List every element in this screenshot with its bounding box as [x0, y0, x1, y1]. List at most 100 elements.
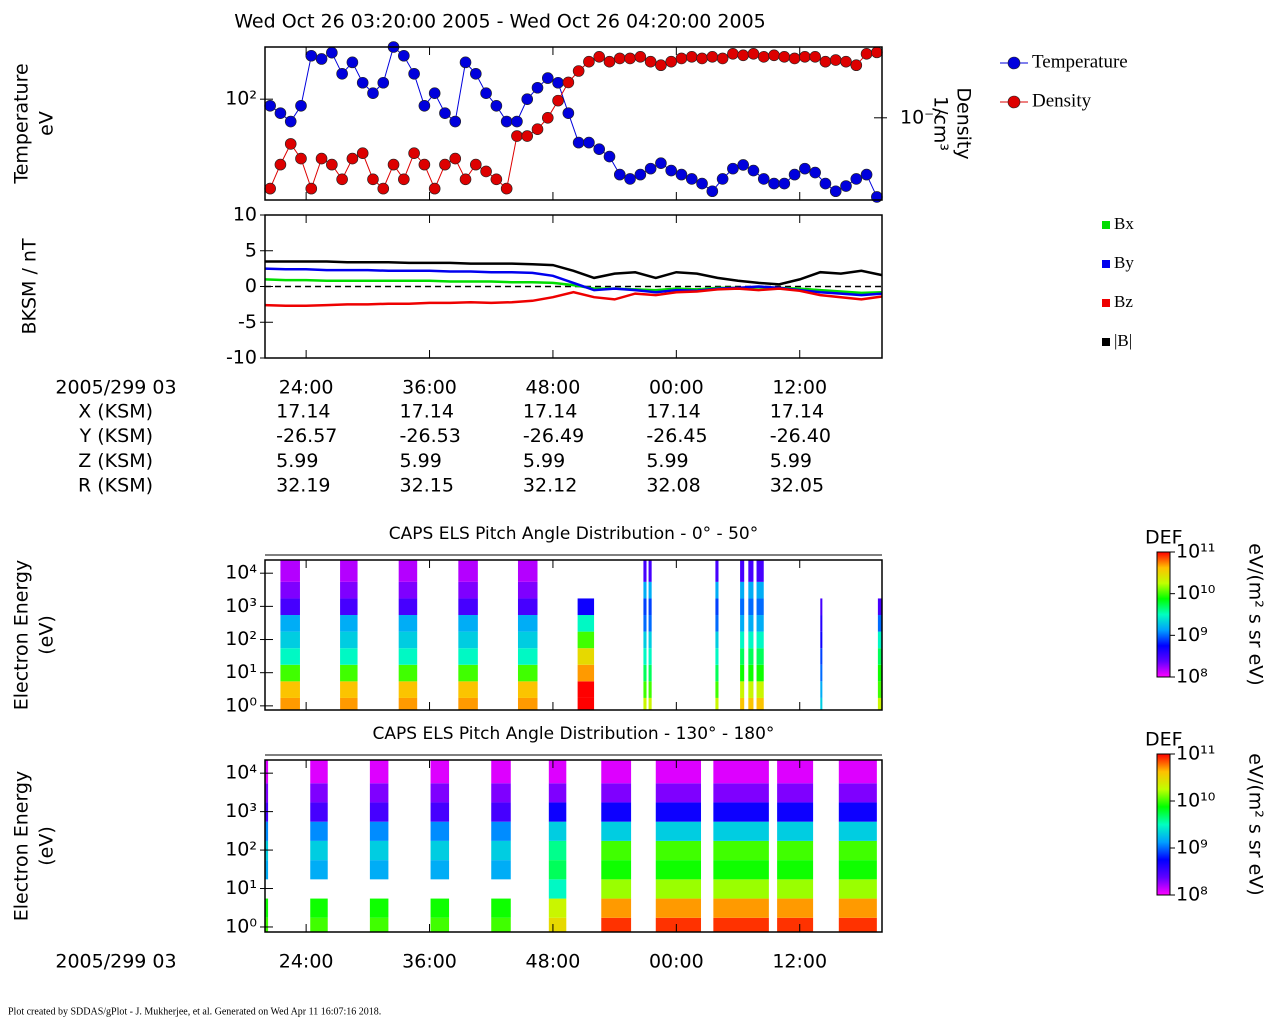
spectrogram-cell: [655, 879, 702, 899]
spectrogram-cell: [458, 581, 478, 599]
spectrogram-cell: [458, 648, 478, 665]
spectrogram-cell: [265, 860, 269, 880]
legend-label: By: [1114, 253, 1134, 272]
spectrogram-cell: [398, 648, 418, 665]
ephemeris-label: X (KSM): [78, 401, 153, 423]
spectrogram-cell: [713, 783, 769, 803]
spectrogram-cell: [458, 664, 478, 682]
spectrogram-cell: [548, 860, 567, 880]
data-point: [295, 99, 307, 112]
ephemeris-value: 5.99: [276, 450, 318, 472]
spectrogram-cell: [430, 840, 450, 861]
spectrogram-cell: [648, 581, 652, 599]
legend-label: Density: [1032, 90, 1092, 111]
y-tick-label: 10⁰: [225, 915, 257, 937]
spectrogram-cell: [643, 598, 647, 616]
data-point: [696, 177, 708, 190]
data-point: [644, 162, 657, 175]
spectrogram-cell: [655, 821, 702, 841]
data-point: [768, 177, 780, 190]
spectrogram-cell: [517, 681, 538, 698]
x-tick-label: 00:00: [649, 377, 704, 399]
data-point: [840, 55, 852, 68]
data-point: [747, 48, 760, 60]
data-point: [850, 173, 863, 185]
y-tick-label: 10²: [225, 628, 257, 650]
spectrogram-cell: [458, 681, 478, 698]
ephemeris-value: 32.15: [400, 475, 454, 497]
panel-title: CAPS ELS Pitch Angle Distribution - 130°…: [373, 724, 775, 744]
ephemeris-value: -26.45: [646, 425, 707, 447]
data-point: [408, 67, 420, 80]
legend-marker: [1007, 56, 1021, 70]
spectrogram-cell: [838, 917, 877, 932]
data-point: [788, 52, 801, 65]
spectrogram-cell: [740, 581, 745, 599]
data-point: [603, 55, 616, 68]
spectrogram-cell: [655, 840, 702, 861]
spectrogram-cell: [756, 598, 764, 616]
spectrogram-cell: [491, 783, 511, 803]
spectrogram-cell: [517, 648, 538, 665]
y-axis-label: BKSM / nT: [19, 238, 41, 334]
data-point: [593, 51, 606, 63]
ephemeris-value: -26.40: [770, 425, 831, 447]
spectrogram-cell: [748, 581, 754, 599]
data-point: [685, 173, 698, 185]
data-point: [644, 55, 657, 68]
colorbar-tick-label: 10¹⁰: [1176, 790, 1215, 812]
data-point: [305, 49, 318, 62]
colorbar-tick-label: 10¹⁰: [1176, 582, 1215, 604]
spectrogram-cell: [777, 802, 814, 822]
spectrogram-cell: [643, 681, 647, 698]
spectrogram-cell: [740, 648, 745, 665]
data-point: [356, 76, 369, 89]
spectrogram-cell: [398, 615, 418, 632]
spectrogram-cell: [265, 917, 269, 932]
spectrogram-cell: [715, 615, 719, 632]
ephemeris-label: R (KSM): [78, 475, 153, 497]
spectrogram-cell: [491, 760, 511, 784]
spectrogram-cell: [877, 615, 882, 632]
spectrogram-cell: [310, 860, 328, 880]
spectrogram-cell: [310, 783, 328, 803]
spectrogram-cell: [430, 783, 450, 803]
spectrogram-cell: [820, 598, 823, 616]
spectrogram-cell: [740, 598, 745, 616]
spectrogram-cell: [740, 560, 745, 582]
y-tick-label: 10⁰: [225, 694, 257, 716]
spectrogram-cell: [491, 898, 511, 918]
spectrogram-cell: [430, 821, 450, 841]
data-point: [387, 158, 400, 171]
spectrogram-cell: [265, 898, 269, 918]
data-point: [603, 150, 616, 163]
spectrogram-cell: [715, 598, 719, 616]
spectrogram-cell: [820, 697, 823, 710]
colorbar-label: eV/(m² s sr eV): [1245, 543, 1267, 685]
spectrogram-cell: [877, 697, 882, 710]
spectrogram-cell: [877, 631, 882, 649]
spectrogram-cell: [643, 664, 647, 682]
data-point: [264, 99, 276, 112]
spectrogram-cell: [577, 615, 595, 632]
data-point: [829, 185, 842, 198]
data-point: [398, 49, 410, 62]
series-line: [264, 287, 883, 308]
ephemeris-value: 5.99: [646, 450, 688, 472]
x-tick-label: 24:00: [279, 377, 334, 399]
ephemeris-value: 17.14: [523, 401, 577, 423]
spectrogram-cell: [655, 802, 702, 822]
spectrogram-cell: [310, 898, 328, 918]
spectrogram-cell: [838, 783, 877, 803]
spectrogram-cell: [713, 760, 769, 784]
legend-label: Temperature: [1032, 51, 1128, 72]
data-point: [685, 51, 698, 63]
spectrogram-cell: [280, 581, 300, 599]
spectrogram-cell: [748, 631, 754, 649]
data-point: [541, 112, 554, 124]
spectrogram-cell: [577, 697, 595, 710]
data-point: [850, 59, 863, 72]
spectrogram-cell: [398, 681, 418, 698]
y2-axis-label: Density: [953, 87, 975, 159]
spectrogram-cell: [648, 598, 652, 616]
